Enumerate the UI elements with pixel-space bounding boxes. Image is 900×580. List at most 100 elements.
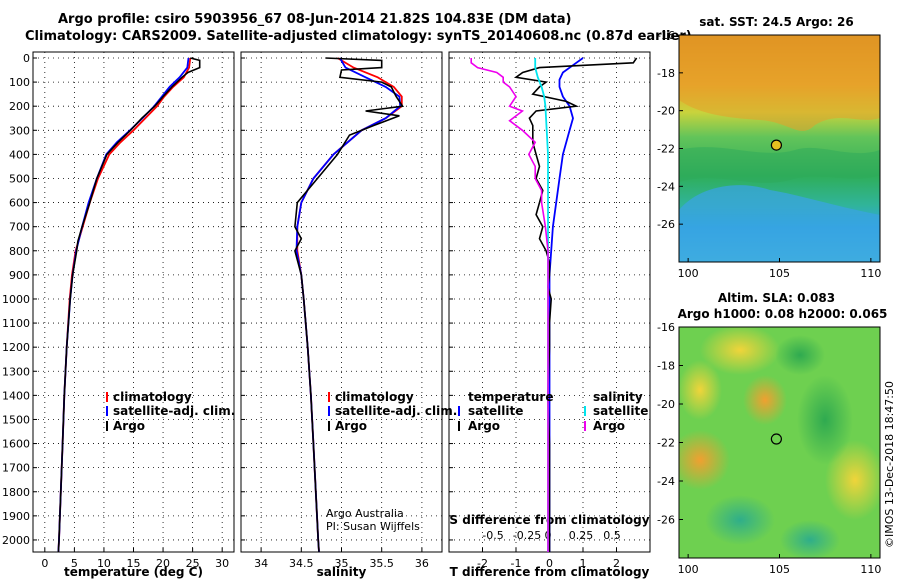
map-y-tick-label: -18 (657, 360, 675, 373)
legend-difference-panel: temperature salinity satellite Argo sate… (458, 390, 648, 433)
map-y-tick-label: -26 (657, 514, 675, 527)
credit-org: Argo Australia (326, 507, 404, 520)
x2-tick-label: 0.25 (569, 529, 594, 542)
x-tick-label: 30 (215, 557, 229, 570)
map-y-tick-label: -20 (657, 105, 675, 118)
x-tick-label: 34 (254, 557, 268, 570)
map-x-tick-label: 110 (860, 267, 881, 280)
legend-t-sat-label: satellite (468, 404, 523, 418)
x-tick-label: 2 (613, 557, 620, 570)
x-tick-label: 34.5 (289, 557, 314, 570)
y-tick-label: 1500 (2, 413, 30, 426)
y-tick-label: 200 (9, 100, 30, 113)
legend-swatch-clim (328, 392, 330, 402)
y-tick-label: 100 (9, 76, 30, 89)
legend-swatch-sat (106, 406, 108, 416)
series-temperature-satellite (548, 57, 584, 552)
map-title: sat. SST: 24.5 Argo: 26 (699, 15, 853, 29)
legend-temperature-panel: climatology satellite-adj. clim. Argo (106, 390, 235, 433)
y-tick-label: 800 (9, 245, 30, 258)
map-sst_map: 100 105 110 -16 -18 -20 -22 -24 -26 sat. SST: 24.… (657, 15, 881, 280)
y-tick-label: 400 (9, 148, 30, 161)
x-tick-label: 36 (415, 557, 429, 570)
map-x-tick-label: 105 (769, 563, 790, 576)
legend-sat-label: satellite-adj. clim. (113, 404, 235, 418)
series-argo (57, 57, 201, 553)
legend-swatch-s-argo (584, 421, 586, 431)
x-axis-label: T difference from climatology (450, 565, 650, 579)
map-y-tick-label: -24 (657, 475, 675, 488)
header-line-2: Climatology: CARS2009. Satellite-adjuste… (25, 29, 692, 44)
y-tick-label: 1100 (2, 317, 30, 330)
legend-argo-label: Argo (113, 419, 145, 433)
y-tick-label: 1700 (2, 462, 30, 475)
x2-tick-label: 0.5 (603, 529, 621, 542)
y-tick-label: 1000 (2, 293, 30, 306)
legend-clim-label: climatology (335, 390, 414, 404)
x-tick-label: 35.5 (369, 557, 394, 570)
series-argo (294, 57, 404, 553)
imos-watermark: ©IMOS 13-Dec-2018 18:47:50 (883, 381, 896, 548)
sst-map-field (679, 35, 880, 262)
map-y-tick-label: -20 (657, 398, 675, 411)
legend-swatch-t-argo (458, 421, 460, 431)
legend-temp-head: temperature (468, 390, 553, 404)
y-tick-label: 1900 (2, 510, 30, 523)
credit-pi: PI: Susan Wijffels (326, 520, 420, 533)
map-y-tick-label: -16 (657, 29, 675, 42)
legend-swatch-t-sat (458, 406, 460, 416)
x-axis-label: temperature (deg C) (64, 565, 203, 579)
x-tick-label: 20 (156, 557, 170, 570)
map-y-tick-label: -18 (657, 67, 675, 80)
y-tick-label: 500 (9, 172, 30, 185)
y-tick-label: 2000 (2, 534, 30, 547)
legend-s-argo-label: Argo (593, 419, 625, 433)
y-tick-label: 700 (9, 221, 30, 234)
y-tick-label: 900 (9, 269, 30, 282)
x-axis-label: salinity (317, 565, 367, 579)
x2-tick-label: -0.25 (513, 529, 541, 542)
legend-t-argo-label: Argo (468, 419, 500, 433)
legend-s-sat-label: satellite (593, 404, 648, 418)
x-tick-label: 25 (186, 557, 200, 570)
legend-clim-label: climatology (113, 390, 192, 404)
map-x-tick-label: 100 (678, 563, 699, 576)
y-tick-label: 1800 (2, 486, 30, 499)
legend-sal-head: salinity (593, 390, 643, 404)
x-tick-label: -1 (511, 557, 522, 570)
y-tick-label: 1400 (2, 389, 30, 402)
legend-swatch-s-sat (584, 406, 586, 416)
y-tick-label: 1300 (2, 365, 30, 378)
map-y-tick-label: -26 (657, 218, 675, 231)
x-tick-label: 0 (546, 557, 553, 570)
x-tick-label: -2 (477, 557, 488, 570)
x-tick-label: 15 (127, 557, 141, 570)
y-tick-label: 300 (9, 124, 30, 137)
series-salinity-argo (470, 58, 549, 552)
x2-tick-label: -0.5 (482, 529, 503, 542)
float-position-marker (770, 433, 782, 445)
map-subtitle: Argo h1000: 0.08 h2000: 0.065 (678, 307, 888, 321)
sla-map-field (679, 327, 880, 558)
x-tick-label: 5 (71, 557, 78, 570)
map-x-tick-label: 100 (678, 267, 699, 280)
x-tick-label: 1 (580, 557, 587, 570)
legend-swatch-argo (328, 421, 330, 431)
map-x-tick-label: 110 (860, 563, 881, 576)
x-tick-label: 10 (97, 557, 111, 570)
map-title: Altim. SLA: 0.083 (718, 291, 835, 305)
map-y-tick-label: -16 (657, 321, 675, 334)
y-tick-label: 0 (23, 52, 30, 65)
legend-swatch-argo (106, 421, 108, 431)
map-x-tick-label: 105 (769, 267, 790, 280)
x-tick-label: 35 (335, 557, 349, 570)
y-tick-label: 600 (9, 197, 30, 210)
panel-temperature: 0 100 200 300 400 500 600 700 800 900 1000 1100 1200… (2, 51, 235, 579)
legend-swatch-sat (328, 406, 330, 416)
y-tick-label: 1600 (2, 438, 30, 451)
header-line-1: Argo profile: csiro 5903956_67 08-Jun-20… (58, 12, 572, 27)
map-y-tick-label: -22 (657, 437, 675, 450)
y-tick-label: 1200 (2, 341, 30, 354)
legend-sat-label: satellite-adj. clim. (335, 404, 457, 418)
